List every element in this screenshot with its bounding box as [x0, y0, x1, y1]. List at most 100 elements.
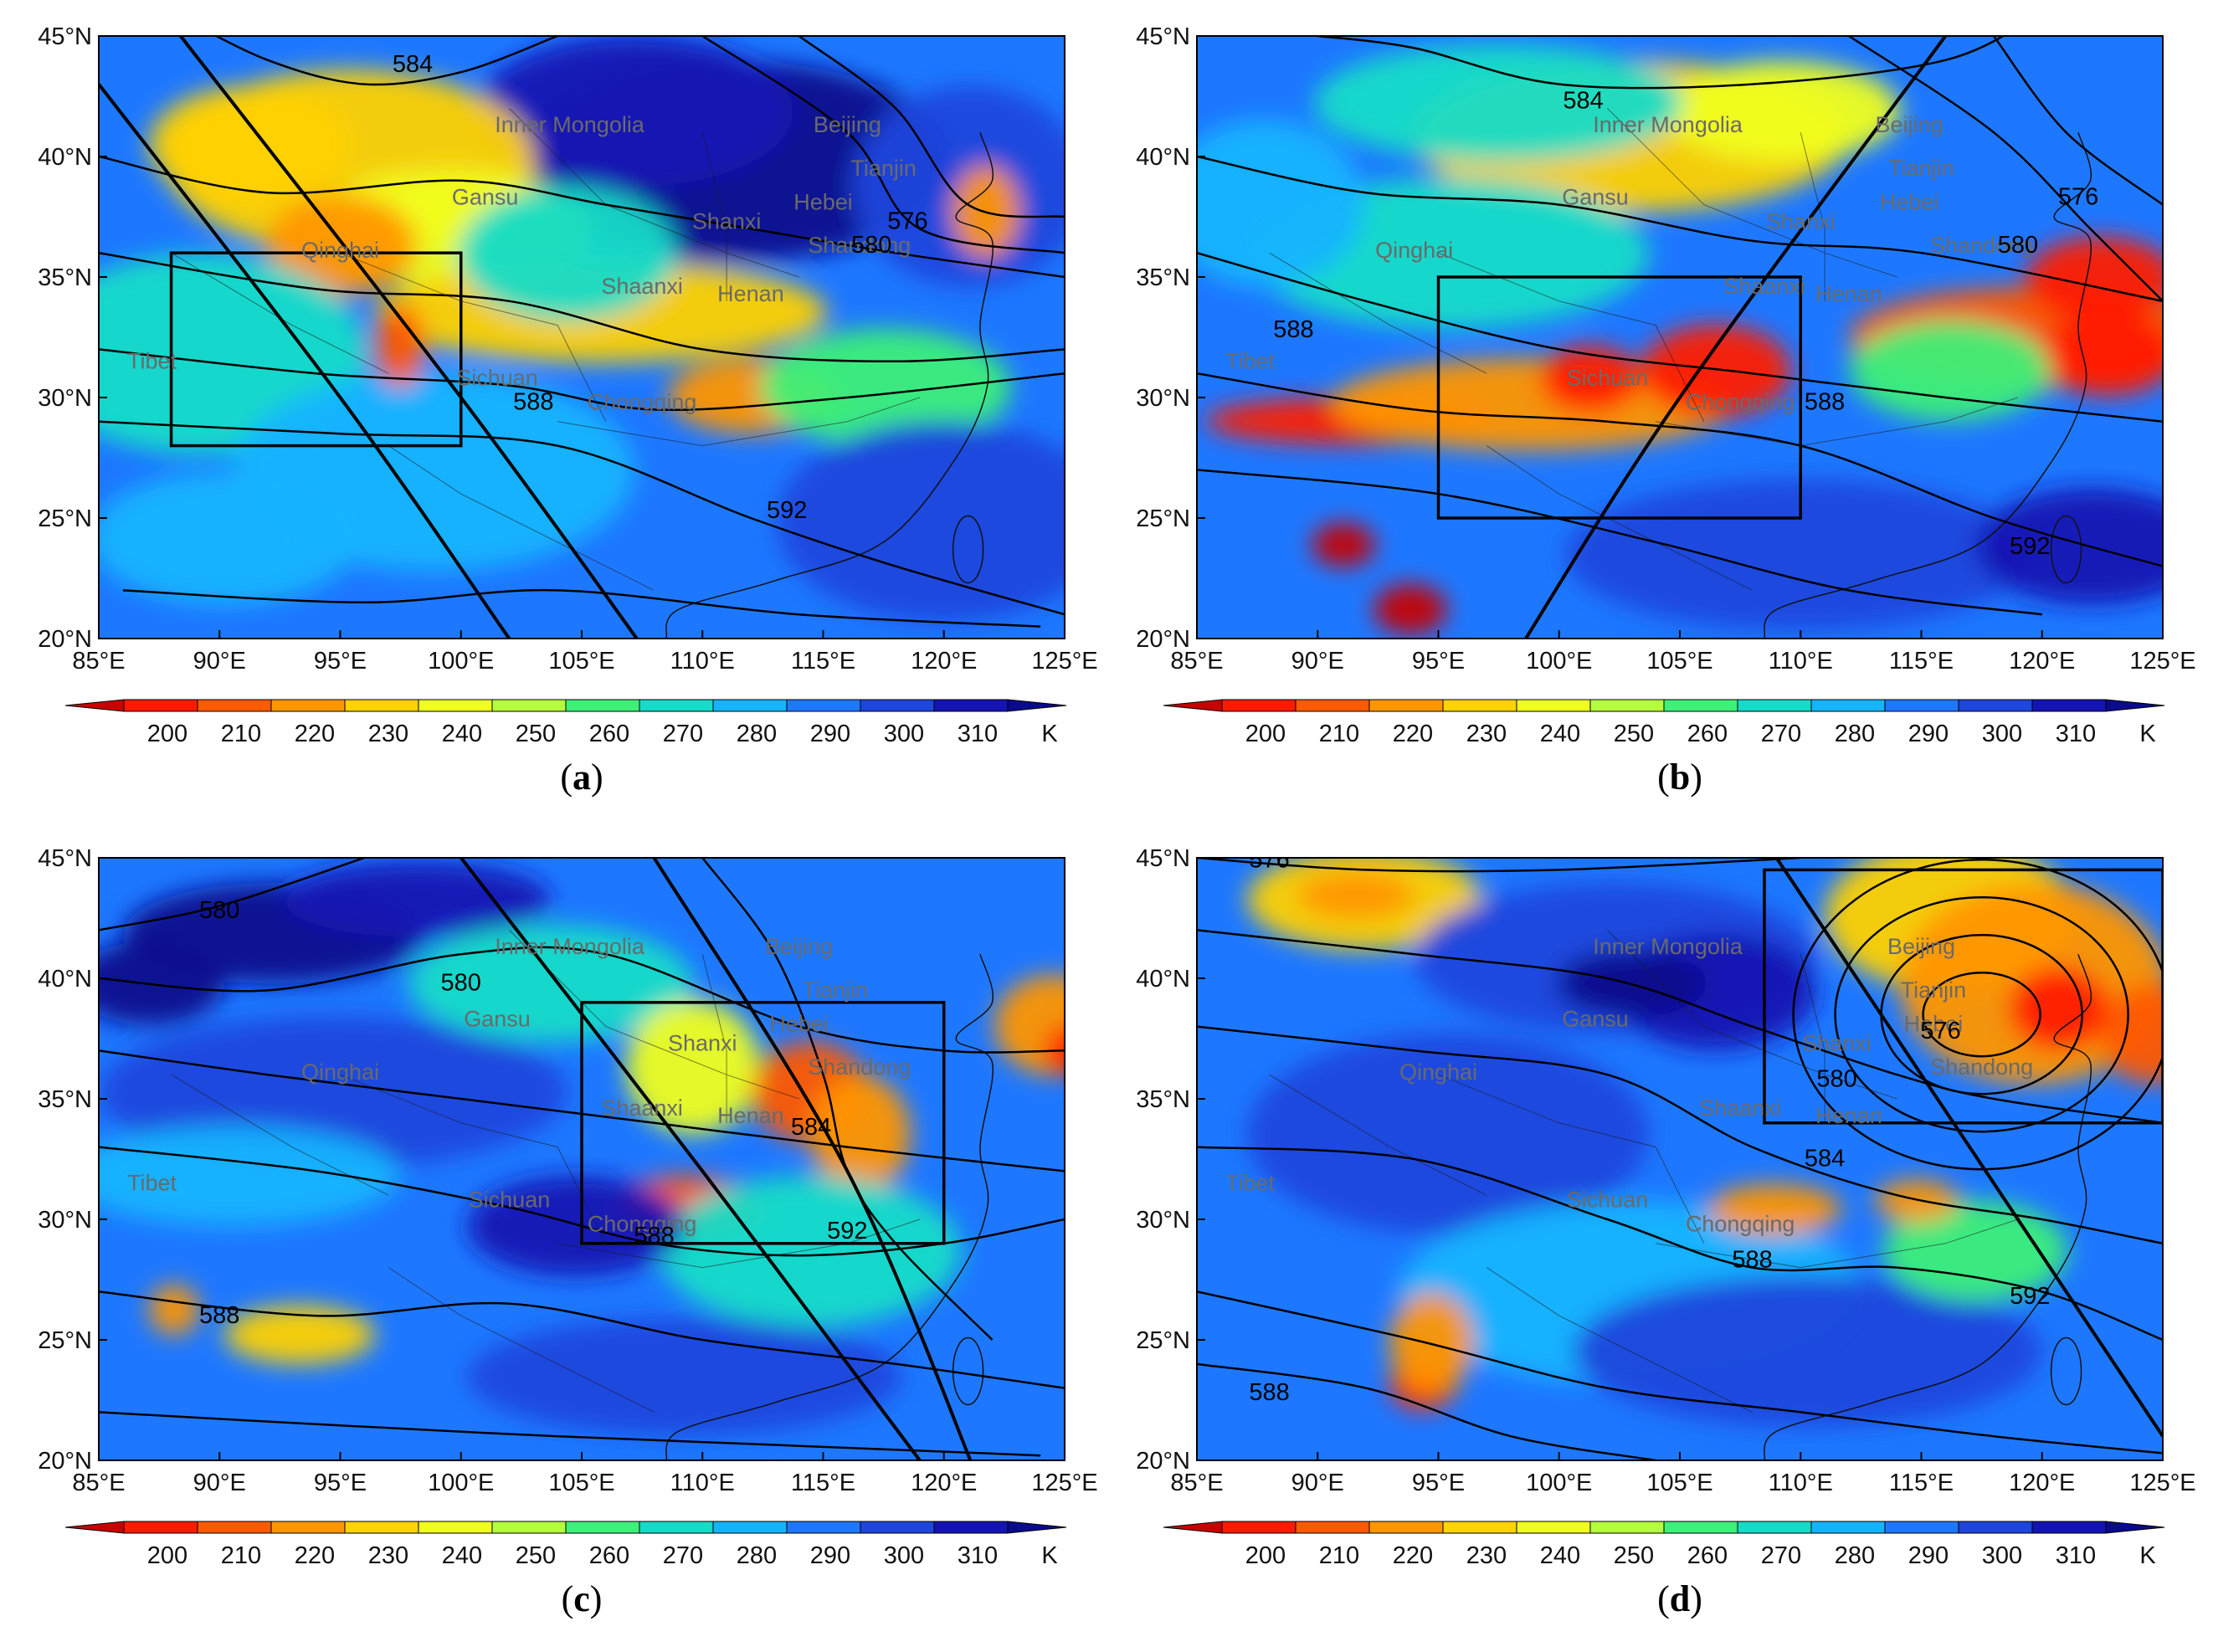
- colorbar-level-label: 220: [295, 721, 335, 747]
- border-line: [340, 252, 607, 423]
- contour-line: [1197, 858, 1801, 873]
- lon-tick-label: 85°E: [1170, 1470, 1223, 1496]
- colorbar-level-label: 210: [1319, 721, 1359, 747]
- contour-line: [1197, 1146, 2163, 1342]
- cloud-patch: [1640, 325, 1791, 417]
- contour-value-label: 588: [1805, 388, 1845, 415]
- study-region-box: [169, 251, 463, 448]
- place-label: Qinghai: [301, 238, 379, 263]
- map-area: Inner Mongolia Beijing Tianjin Gansu Hebei Sh…: [1197, 858, 2163, 1460]
- colorbar-segment: [491, 699, 567, 712]
- colorbar-unit: K: [2139, 1542, 2156, 1569]
- contour-value-label: 576: [887, 208, 927, 234]
- brightness-temperature-field: [99, 36, 1065, 622]
- colorbar-unit: K: [1041, 1542, 1058, 1569]
- colorbar-level-label: 290: [810, 1542, 850, 1569]
- contour-line: [1197, 1025, 2163, 1245]
- lat-tick-label: 20°N: [38, 1448, 92, 1475]
- colorbar: 200 210 220 230 240 250 260 270 280 290 300 310 K: [64, 1521, 1067, 1569]
- cloud-patch: [99, 471, 358, 605]
- contour-value-label: 592: [2010, 533, 2050, 560]
- place-label: Hebei: [1904, 1011, 1964, 1036]
- geopotential-contours: [1197, 36, 2163, 616]
- colorbar-segment: [1221, 699, 1296, 712]
- panel-label-close: ): [1690, 1578, 1702, 1619]
- lat-tick-label: 20°N: [1136, 1448, 1190, 1475]
- colorbar-level-label: 300: [1982, 1542, 2022, 1569]
- contour-value-label: 580: [441, 969, 481, 996]
- panel-label-open: (: [1657, 757, 1670, 798]
- lon-tick-label: 100°E: [1526, 1470, 1592, 1496]
- panel-label-letter: a: [573, 757, 591, 798]
- lat-tick-label: 40°N: [1136, 144, 1190, 171]
- geopotential-contours: [99, 36, 1065, 628]
- colorbar-high-extend: [2105, 1521, 2165, 1534]
- cross-section-lines: [99, 36, 639, 639]
- colorbar-segment: [1221, 1521, 1296, 1534]
- colorbar-level-label: 230: [368, 1542, 408, 1569]
- province-borders: [171, 930, 921, 1413]
- cyclone-ring: [1792, 859, 2163, 1171]
- lon-tick-label: 85°E: [1170, 648, 1223, 675]
- lon-tick-label: 120°E: [2009, 1470, 2075, 1496]
- border-line: [1486, 1267, 1753, 1413]
- colorbar-level-label: 270: [663, 1542, 703, 1569]
- border-line: [388, 1267, 655, 1413]
- border-line: [171, 252, 389, 374]
- lat-tick-label: 45°N: [1136, 845, 1190, 872]
- cloud-patch: [1314, 44, 1682, 162]
- contour-value-label: 588: [634, 1223, 674, 1249]
- place-label: Chongqing: [1686, 1211, 1795, 1236]
- place-label: Inner Mongolia: [495, 934, 645, 959]
- colorbar-level-label: 290: [1908, 1542, 1949, 1569]
- panel-label-open: (: [1657, 1578, 1670, 1619]
- place-label: Chongqing: [588, 1211, 697, 1236]
- border-line: [509, 108, 799, 278]
- colorbar-level-label: 260: [1687, 721, 1728, 747]
- colorbar-segment: [1442, 699, 1517, 712]
- contour-value-label: 580: [1816, 1066, 1856, 1093]
- contour-line: [1848, 36, 2163, 302]
- colorbar-level-label: 280: [1835, 1542, 1875, 1569]
- cloud-patch: [99, 1126, 400, 1226]
- cloud-patch: [467, 1318, 902, 1435]
- contour-value-label: 588: [1273, 316, 1313, 343]
- colorbar-segment: [1663, 1521, 1738, 1534]
- border-line: [171, 1074, 389, 1196]
- panel-d: Inner Mongolia Beijing Tianjin Gansu Hebei Sh…: [1136, 845, 2195, 1619]
- cloud-patch: [1975, 488, 2163, 605]
- colorbar-level-label: 260: [589, 721, 629, 747]
- place-label: Beijing: [1887, 934, 1955, 959]
- taiwan-outline: [2050, 1336, 2082, 1406]
- colorbar-segment: [639, 1521, 714, 1534]
- lon-tick-label: 95°E: [314, 648, 367, 675]
- place-label: Sichuan: [469, 1188, 551, 1213]
- panel-label-letter: d: [1670, 1578, 1690, 1619]
- cloud-patch: [2101, 983, 2163, 1084]
- lon-tick-label: 115°E: [1889, 648, 1954, 675]
- lon-tick-label: 125°E: [2129, 1470, 2195, 1496]
- panel-label-open: (: [562, 1578, 574, 1619]
- place-label: Shanxi: [1766, 208, 1836, 233]
- place-label: Inner Mongolia: [1593, 934, 1743, 959]
- colorbar-segment: [1884, 1521, 1959, 1534]
- place-label: Shandong: [808, 233, 911, 258]
- contour-line: [99, 1411, 1041, 1457]
- lat-tick-label: 30°N: [1136, 385, 1190, 412]
- map-area: Inner Mongolia Beijing Tianjin Gansu Shanxi H…: [99, 858, 1065, 1460]
- lat-tick-label: 30°N: [38, 1207, 92, 1234]
- lat-tick-label: 35°N: [38, 264, 92, 291]
- geopotential-contours: [1197, 858, 2163, 1460]
- colorbar-level-label: 310: [958, 721, 998, 747]
- border-line: [1269, 1074, 1487, 1196]
- lon-tick-label: 95°E: [314, 1470, 367, 1496]
- border-line: [1438, 1074, 1705, 1244]
- cloud-patch: [1373, 584, 1447, 634]
- place-label: Henan: [1815, 281, 1882, 306]
- colorbar-level-label: 280: [1835, 721, 1875, 747]
- border-line: [1269, 252, 1487, 374]
- lat-tick-label: 25°N: [1136, 505, 1190, 532]
- taiwan-outline: [952, 515, 984, 584]
- colorbar-low-extend: [1163, 699, 1223, 712]
- colorbar-level-label: 250: [1614, 1542, 1654, 1569]
